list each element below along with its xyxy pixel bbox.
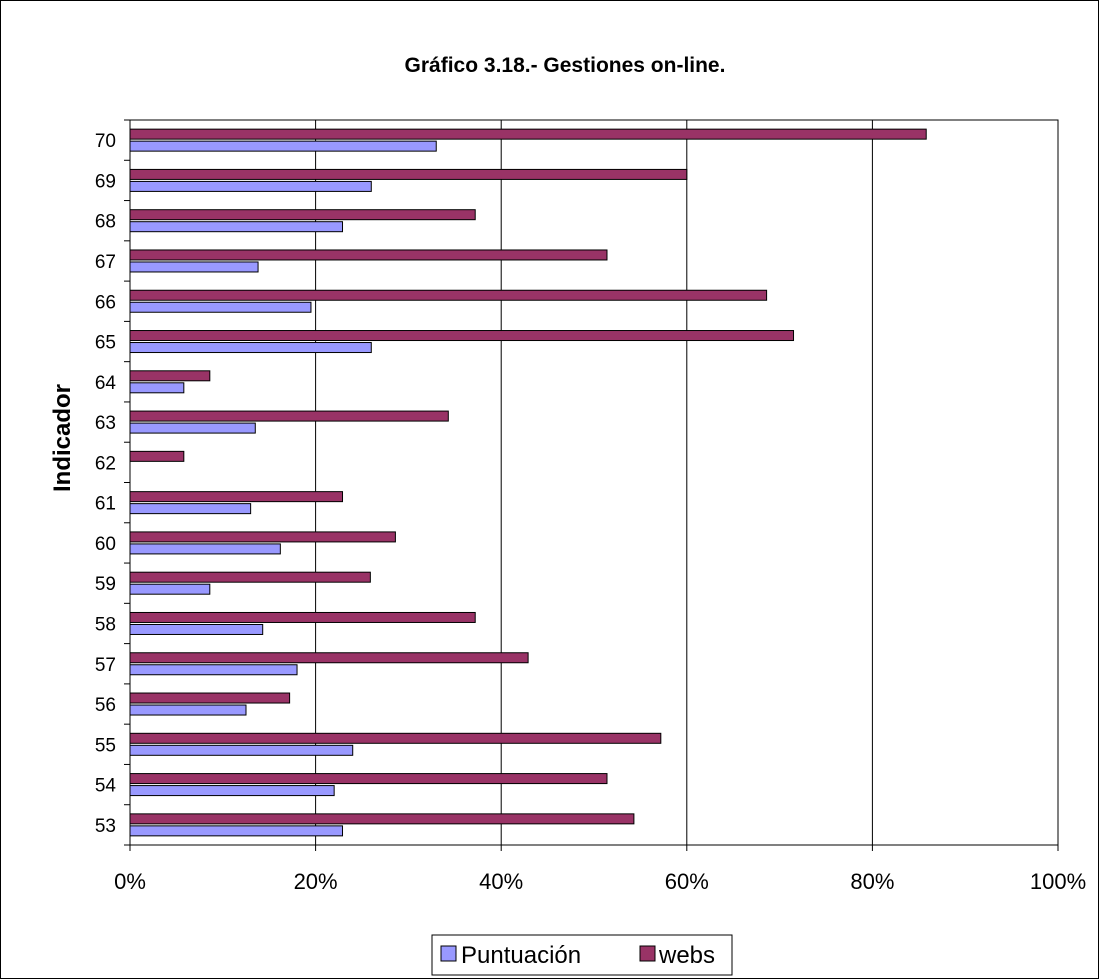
y-tick-label: 57	[95, 655, 116, 676]
bar-puntuacion	[129, 623, 264, 635]
bar-webs	[129, 289, 768, 301]
y-tick-label: 65	[95, 333, 116, 354]
bar-webs	[129, 209, 476, 221]
bar-webs	[129, 571, 371, 583]
x-tick-label: 20%	[294, 869, 338, 894]
legend-swatch-webs	[639, 945, 656, 962]
y-tick-label: 70	[95, 131, 116, 152]
bar-webs	[129, 410, 449, 422]
y-tick-label: 58	[95, 614, 116, 635]
bar-puntuacion	[129, 261, 259, 273]
y-tick-label: 69	[95, 171, 116, 192]
bar-puntuacion	[129, 543, 281, 555]
x-tick-label: 80%	[850, 869, 894, 894]
bar-webs	[129, 128, 927, 140]
bar-webs	[129, 611, 476, 623]
bar-puntuacion	[129, 785, 335, 797]
bar-puntuacion	[129, 342, 372, 354]
chart-title: Gráfico 3.18.- Gestiones on-line.	[405, 54, 726, 77]
x-tick-label: 40%	[479, 869, 523, 894]
legend-label-puntuacion: Puntuación	[461, 942, 581, 969]
bar-puntuacion	[129, 301, 312, 313]
bar-puntuacion	[129, 664, 298, 676]
y-axis-label: Indicador	[49, 384, 76, 492]
bar-webs	[129, 450, 185, 462]
y-tick-label: 67	[95, 252, 116, 273]
bar-puntuacion	[129, 180, 372, 192]
bar-webs	[129, 652, 529, 664]
x-tick-label: 60%	[665, 869, 709, 894]
bar-puntuacion	[129, 744, 354, 756]
bar-webs	[129, 531, 396, 543]
legend-swatch-puntuacion	[440, 945, 457, 962]
y-tick-label: 55	[95, 735, 116, 756]
grid-lines	[315, 120, 873, 845]
bar-puntuacion	[129, 825, 344, 837]
y-tick-label: 64	[95, 373, 117, 394]
bar-webs	[129, 491, 344, 503]
bar-webs	[129, 370, 211, 382]
bar-puntuacion	[129, 704, 247, 716]
bar-puntuacion	[129, 140, 437, 152]
bar-webs	[129, 249, 608, 261]
y-tick-label: 60	[95, 534, 116, 555]
bar-puntuacion	[129, 583, 211, 595]
y-tick-label: 62	[95, 453, 116, 474]
legend-box	[431, 934, 733, 976]
plot-area	[129, 119, 1059, 846]
bar-webs	[129, 732, 662, 744]
bar-puntuacion	[129, 503, 252, 515]
bar-puntuacion	[129, 422, 256, 434]
axes: 0% 20% 40% 60% 80% 100% 53 54 55 56 57 58 59 60 61 62 63…	[95, 119, 1086, 894]
bar-webs	[129, 168, 688, 180]
legend-label-webs: webs	[658, 942, 715, 969]
x-tick-label: 0%	[114, 869, 146, 894]
bar-puntuacion	[129, 221, 344, 233]
bar-webs	[129, 330, 795, 342]
bars	[129, 128, 927, 837]
y-tick-label: 54	[95, 776, 117, 797]
legend: Puntuación webs	[431, 934, 733, 976]
y-tick-label: 63	[95, 413, 116, 434]
bar-puntuacion	[129, 382, 185, 394]
x-tick-label: 100%	[1030, 869, 1086, 894]
y-tick-label: 56	[95, 695, 116, 716]
bar-webs	[129, 692, 291, 704]
bar-webs	[129, 773, 608, 785]
y-tick-label: 53	[95, 816, 116, 837]
bar-webs	[129, 813, 635, 825]
y-tick-label: 61	[95, 494, 116, 515]
y-tick-label: 66	[95, 292, 116, 313]
y-tick-label: 59	[95, 574, 116, 595]
y-tick-label: 68	[95, 212, 116, 233]
